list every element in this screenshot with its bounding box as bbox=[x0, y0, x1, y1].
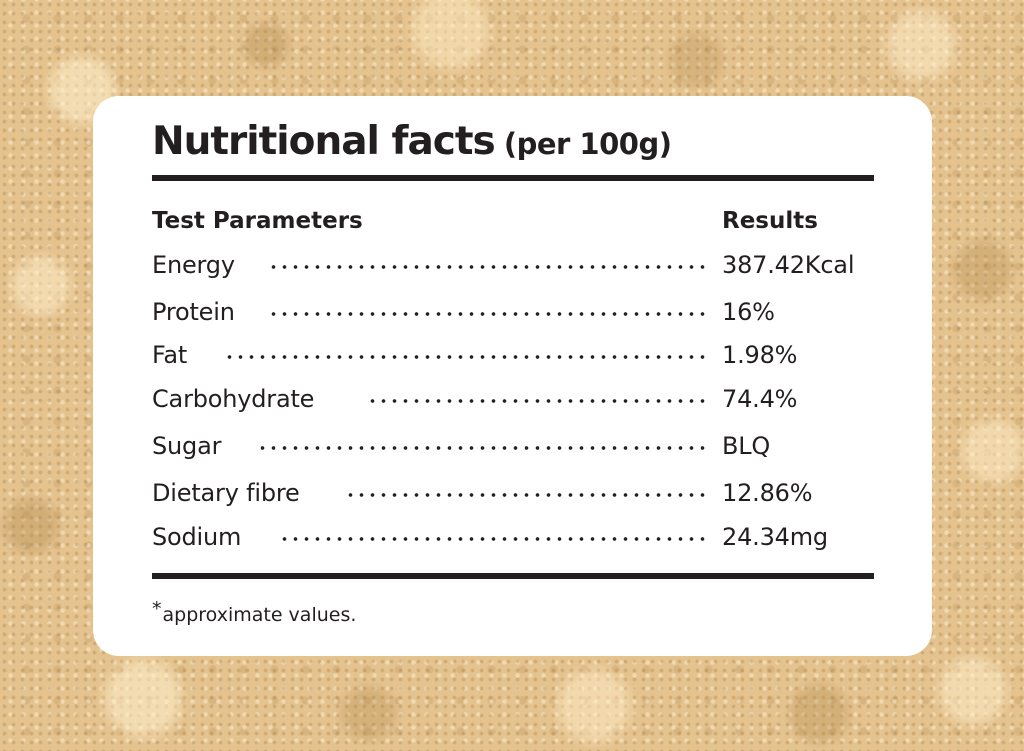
result-value: 74.4% bbox=[722, 385, 798, 413]
param-label: Fat bbox=[152, 341, 188, 369]
header-test-parameters: Test Parameters bbox=[152, 208, 363, 234]
title-main: Nutritional facts bbox=[152, 119, 496, 164]
dot-leader bbox=[254, 446, 708, 450]
header-results: Results bbox=[722, 208, 818, 234]
result-value: 24.34mg bbox=[722, 523, 828, 551]
table-row-sodium: Sodium 24.34mg bbox=[152, 523, 874, 555]
title-per-100g: (per 100g) bbox=[503, 127, 672, 161]
footnote-asterisk: * bbox=[152, 598, 162, 620]
result-value: BLQ bbox=[722, 432, 771, 460]
nutrition-facts-card: Nutritional facts (per 100g) Test Parame… bbox=[93, 96, 932, 656]
dot-leader bbox=[370, 399, 708, 403]
dot-leader bbox=[270, 265, 708, 269]
dot-leader bbox=[282, 537, 708, 541]
dot-leader bbox=[270, 312, 708, 316]
param-label: Carbohydrate bbox=[152, 385, 315, 413]
result-value: 16% bbox=[722, 298, 775, 326]
footnote-text: approximate values. bbox=[162, 604, 357, 626]
param-label: Sodium bbox=[152, 523, 242, 551]
param-label: Energy bbox=[152, 251, 235, 279]
param-label: Protein bbox=[152, 298, 235, 326]
table-row-sugar: Sugar BLQ bbox=[152, 432, 874, 464]
dot-leader bbox=[222, 355, 708, 359]
param-label: Dietary fibre bbox=[152, 479, 300, 507]
bottom-divider bbox=[152, 573, 874, 579]
table-row-dietary-fibre: Dietary fibre 12.86% bbox=[152, 479, 874, 511]
table-row-fat: Fat 1.98% bbox=[152, 341, 874, 373]
param-label: Sugar bbox=[152, 432, 222, 460]
table-row-carbohydrate: Carbohydrate 74.4% bbox=[152, 385, 874, 417]
result-value: 12.86% bbox=[722, 479, 813, 507]
table-row-protein: Protein 16% bbox=[152, 298, 874, 330]
table-row-energy: Energy 387.42Kcal bbox=[152, 251, 874, 283]
result-value: 1.98% bbox=[722, 341, 798, 369]
footnote: *approximate values. bbox=[152, 598, 356, 626]
result-value: 387.42Kcal bbox=[722, 251, 855, 279]
card-title: Nutritional facts (per 100g) bbox=[152, 119, 672, 164]
table-header: Test Parameters Results bbox=[152, 208, 874, 238]
top-divider bbox=[152, 175, 874, 181]
dot-leader bbox=[348, 493, 708, 497]
